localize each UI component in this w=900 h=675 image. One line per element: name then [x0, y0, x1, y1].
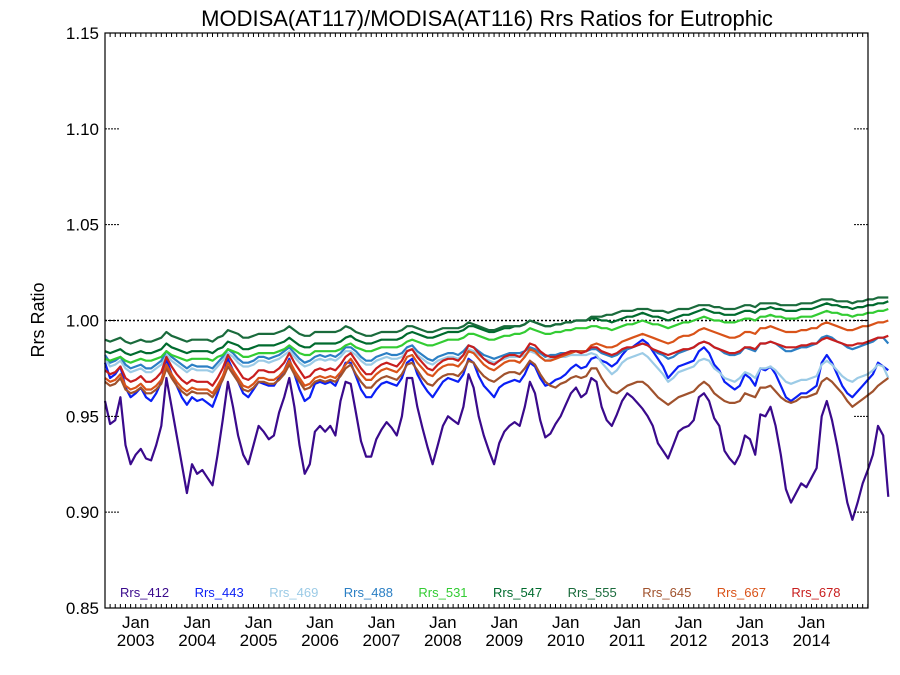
x-tick-label-year: 2003 [117, 631, 155, 650]
x-tick-label-month: Jan [245, 613, 272, 632]
x-tick-label-year: 2013 [731, 631, 769, 650]
x-tick-label-month: Jan [552, 613, 579, 632]
y-axis-label: Rrs Ratio [28, 282, 48, 357]
series-line-rrs-555 [104, 296, 889, 345]
x-tick-label-month: Jan [491, 613, 518, 632]
y-tick-label: 0.95 [66, 407, 99, 426]
legend-entry-rrs-555: Rrs_555 [568, 585, 617, 600]
legend-entry-rrs-443: Rrs_443 [195, 585, 244, 600]
x-tick-label-month: Jan [183, 613, 210, 632]
series-line-rrs-443 [103, 338, 889, 408]
plot-area: 0.850.900.951.001.051.101.15Jan2003Jan20… [66, 24, 890, 650]
series-line-rrs-645 [104, 359, 889, 408]
series-line-rrs-412 [103, 373, 890, 521]
series-line-rrs-531 [104, 307, 889, 364]
x-tick-label-year: 2009 [485, 631, 523, 650]
x-tick-label-month: Jan [613, 613, 640, 632]
legend-entry-rrs-678: Rrs_678 [791, 585, 840, 600]
x-tick-label-year: 2004 [178, 631, 216, 650]
x-tick-label-month: Jan [122, 613, 149, 632]
legend-entry-rrs-531: Rrs_531 [418, 585, 467, 600]
x-tick-label-year: 2012 [670, 631, 708, 650]
legend-entry-rrs-547: Rrs_547 [493, 585, 542, 600]
x-tick-label-month: Jan [798, 613, 825, 632]
x-tick-label-year: 2006 [301, 631, 339, 650]
x-tick-label-month: Jan [306, 613, 333, 632]
series-line-rrs-547 [104, 300, 889, 357]
x-tick-label-year: 2011 [609, 631, 646, 650]
legend-entry-rrs-667: Rrs_667 [717, 585, 766, 600]
x-tick-label-month: Jan [368, 613, 395, 632]
y-tick-label: 1.15 [66, 24, 99, 43]
x-tick-label-year: 2008 [424, 631, 462, 650]
x-tick-label-month: Jan [736, 613, 763, 632]
y-tick-label: 0.85 [66, 599, 99, 618]
legend-entry-rrs-488: Rrs_488 [344, 585, 393, 600]
x-tick-label-month: Jan [429, 613, 456, 632]
legend-entry-rrs-469: Rrs_469 [269, 585, 318, 600]
x-tick-label-month: Jan [675, 613, 702, 632]
y-tick-label: 1.10 [66, 120, 99, 139]
y-tick-label: 1.00 [66, 312, 99, 331]
y-tick-label: 1.05 [66, 216, 99, 235]
series-line-rrs-678 [104, 334, 889, 387]
series-line-rrs-667 [104, 319, 889, 395]
chart-title: MODISA(AT117)/MODISA(AT116) Rrs Ratios f… [201, 6, 773, 31]
x-tick-label-year: 2007 [363, 631, 401, 650]
x-tick-label-year: 2014 [793, 631, 831, 650]
legend-entry-rrs-412: Rrs_412 [120, 585, 169, 600]
x-tick-label-year: 2010 [547, 631, 585, 650]
y-tick-label: 0.90 [66, 503, 99, 522]
x-tick-label-year: 2005 [240, 631, 278, 650]
legend-entry-rrs-645: Rrs_645 [642, 585, 691, 600]
